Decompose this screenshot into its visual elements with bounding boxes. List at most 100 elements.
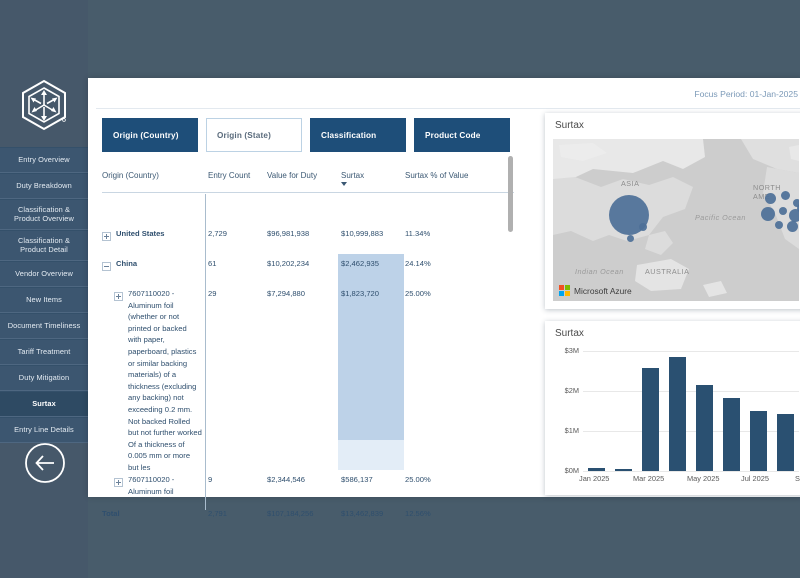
surtax-map-card: Surtax ASIA NORTH AME Pacific Ocean Indi… [545, 113, 800, 309]
app-logo [0, 72, 88, 138]
sort-descending-icon [341, 182, 347, 186]
sidebar-item-tariff-treatment[interactable]: Tariff Treatment [0, 338, 88, 365]
map-label-north-america: NORTH AME [753, 183, 781, 201]
tab-label: Origin (Country) [113, 130, 179, 140]
sidebar-item-label: Duty Mitigation [18, 372, 70, 382]
sidebar-item-classification-product-overview[interactable]: Classification & Product Overview [0, 199, 88, 230]
world-map[interactable]: ASIA NORTH AME Pacific Ocean Indian Ocea… [553, 139, 799, 301]
tab-label: Origin (State) [217, 130, 271, 140]
chart-bar[interactable] [722, 397, 741, 471]
azure-attribution-label: Microsoft Azure [574, 285, 632, 296]
column-rule [205, 194, 206, 510]
sidebar-item-label: Classification & Product Overview [14, 205, 74, 224]
row-expand-icon[interactable] [114, 478, 123, 487]
column-header-value-for-duty[interactable]: Value for Duty [267, 171, 318, 180]
sidebar-item-duty-breakdown[interactable]: Duty Breakdown [0, 173, 88, 199]
sidebar-item-entry-overview[interactable]: Entry Overview [0, 147, 88, 173]
chart-y-tick-label: $0M [564, 466, 579, 475]
sidebar-item-document-timeliness[interactable]: Document Timeliness [0, 312, 88, 339]
tab-classification[interactable]: Classification [310, 118, 406, 152]
microsoft-logo-icon [559, 285, 570, 296]
surtax-highlight-band [338, 254, 404, 440]
map-bubble[interactable] [627, 235, 634, 242]
sidebar-item-label: Duty Breakdown [16, 181, 72, 191]
sidebar-item-label: Entry Line Details [14, 424, 74, 434]
map-bubble[interactable] [765, 193, 776, 204]
column-header-surtax[interactable]: Surtax [341, 171, 364, 186]
surtax-highlight-band-secondary [338, 440, 404, 470]
chart-y-tick-label: $2M [564, 386, 579, 395]
map-bubble[interactable] [761, 207, 775, 221]
row-surtax: $586,137 [341, 475, 373, 484]
tab-origin-country[interactable]: Origin (Country) [102, 118, 198, 152]
chart-bar[interactable] [641, 367, 660, 471]
row-entry-count: 61 [208, 259, 217, 268]
column-header-surtax-pct[interactable]: Surtax % of Value [405, 171, 469, 180]
surtax-bar-chart-card: Surtax $0M $1M $2M $3M Jan 2025 Mar 2025 May 2… [545, 321, 800, 495]
row-surtax: $2,462,935 [341, 259, 380, 268]
row-surtax-pct: 25.00% [405, 289, 431, 298]
total-label: Total [102, 509, 120, 518]
sidebar-item-label: Surtax [32, 398, 56, 408]
row-value-for-duty: $2,344,546 [267, 475, 306, 484]
back-arrow-icon [25, 443, 65, 483]
chart-y-tick-label: $3M [564, 346, 579, 355]
table-scrollbar-thumb[interactable] [508, 156, 513, 232]
map-bubble[interactable] [789, 209, 799, 222]
map-label-pacific-ocean: Pacific Ocean [695, 213, 746, 222]
row-label: 7607110020 - Aluminum foil (whether or n… [128, 289, 202, 472]
chart-x-tick-label: Jan 2025 [579, 474, 610, 483]
chart-bar[interactable] [749, 411, 768, 471]
row-surtax: $10,999,883 [341, 229, 384, 238]
row-collapse-icon[interactable] [102, 262, 111, 271]
chart-gridline [583, 351, 799, 352]
table-scrollbar[interactable] [508, 156, 513, 406]
sidebar-item-new-items[interactable]: New Items [0, 286, 88, 313]
chart-bar[interactable] [695, 385, 714, 471]
total-surtax-pct: 12.56% [405, 509, 431, 518]
chart-bar[interactable] [776, 414, 795, 471]
focus-period-label: Focus Period: 01-Jan-2025 [694, 89, 798, 99]
map-bubble[interactable] [787, 221, 798, 232]
bar-chart[interactable]: $0M $1M $2M $3M Jan 2025 Mar 2025 May 2025 Jul … [553, 346, 800, 487]
sidebar-item-vendor-overview[interactable]: Vendor Overview [0, 260, 88, 287]
row-surtax-pct: 24.14% [405, 259, 431, 268]
row-label: China [116, 259, 138, 268]
sidebar: Entry Overview Duty Breakdown Classifica… [0, 0, 88, 578]
sidebar-item-label: Entry Overview [18, 155, 70, 165]
map-bubble[interactable] [779, 207, 787, 215]
sidebar-item-entry-line-details[interactable]: Entry Line Details [0, 416, 88, 443]
map-bubble[interactable] [793, 199, 799, 207]
tab-origin-state[interactable]: Origin (State) [206, 118, 302, 152]
chart-card-title: Surtax [555, 328, 584, 339]
chart-x-tick-label: Jul 2025 [741, 474, 769, 483]
map-bubble[interactable] [797, 203, 799, 213]
map-label-asia: ASIA [621, 179, 640, 188]
sidebar-item-classification-product-detail[interactable]: Classification & Product Detail [0, 229, 88, 261]
map-bubble[interactable] [775, 221, 783, 229]
sidebar-item-label: Document Timeliness [7, 320, 81, 330]
header-rule [102, 192, 514, 193]
map-bubble[interactable] [781, 191, 790, 200]
hexagon-cube-logo-icon [22, 79, 66, 131]
sidebar-item-duty-mitigation[interactable]: Duty Mitigation [0, 364, 88, 391]
column-header-entry-count[interactable]: Entry Count [208, 171, 251, 180]
chart-bar[interactable] [614, 469, 633, 471]
row-expand-icon[interactable] [114, 292, 123, 301]
map-landmass [553, 139, 799, 301]
column-header-origin-country[interactable]: Origin (Country) [102, 171, 159, 180]
chart-bar[interactable] [587, 467, 606, 471]
map-bubble[interactable] [639, 223, 647, 231]
total-entry-count: 2,791 [208, 509, 228, 518]
map-label-australia: AUSTRALIA [645, 267, 690, 276]
chart-x-tick-label: Mar 2025 [633, 474, 665, 483]
table-header-row: Origin (Country) Entry Count Value for D… [102, 162, 514, 192]
back-button[interactable] [24, 442, 66, 484]
sidebar-item-surtax[interactable]: Surtax [0, 390, 88, 417]
row-expand-icon[interactable] [102, 232, 111, 241]
tab-label: Classification [321, 130, 377, 140]
tab-product-code[interactable]: Product Code [414, 118, 510, 152]
chart-x-tick-label: S [795, 474, 800, 483]
chart-bar[interactable] [668, 357, 687, 471]
